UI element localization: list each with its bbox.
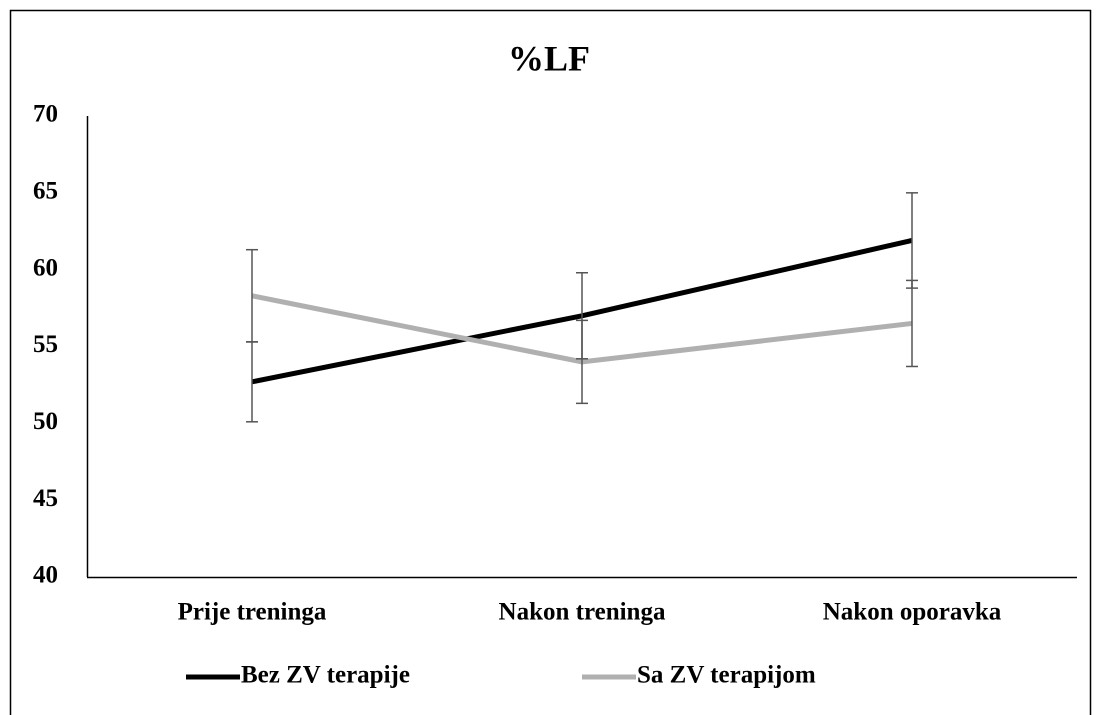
x-tick-label: Prije treninga	[178, 599, 327, 626]
y-tick-label: 50	[33, 408, 58, 435]
legend-label: Sa ZV terapijom	[637, 662, 816, 689]
x-tick-label: Nakon treninga	[499, 599, 666, 626]
y-tick-label: 70	[33, 101, 58, 128]
chart-frame	[9, 9, 1092, 715]
y-tick-label: 40	[33, 562, 58, 589]
y-tick-label: 65	[33, 178, 58, 205]
chart-title: %LF	[508, 38, 590, 78]
legend-label: Bez ZV terapije	[241, 662, 410, 689]
y-tick-label: 45	[33, 485, 58, 512]
y-tick-label: 60	[33, 254, 58, 281]
y-tick-label: 55	[33, 331, 58, 358]
x-tick-label: Nakon oporavka	[823, 599, 1002, 626]
